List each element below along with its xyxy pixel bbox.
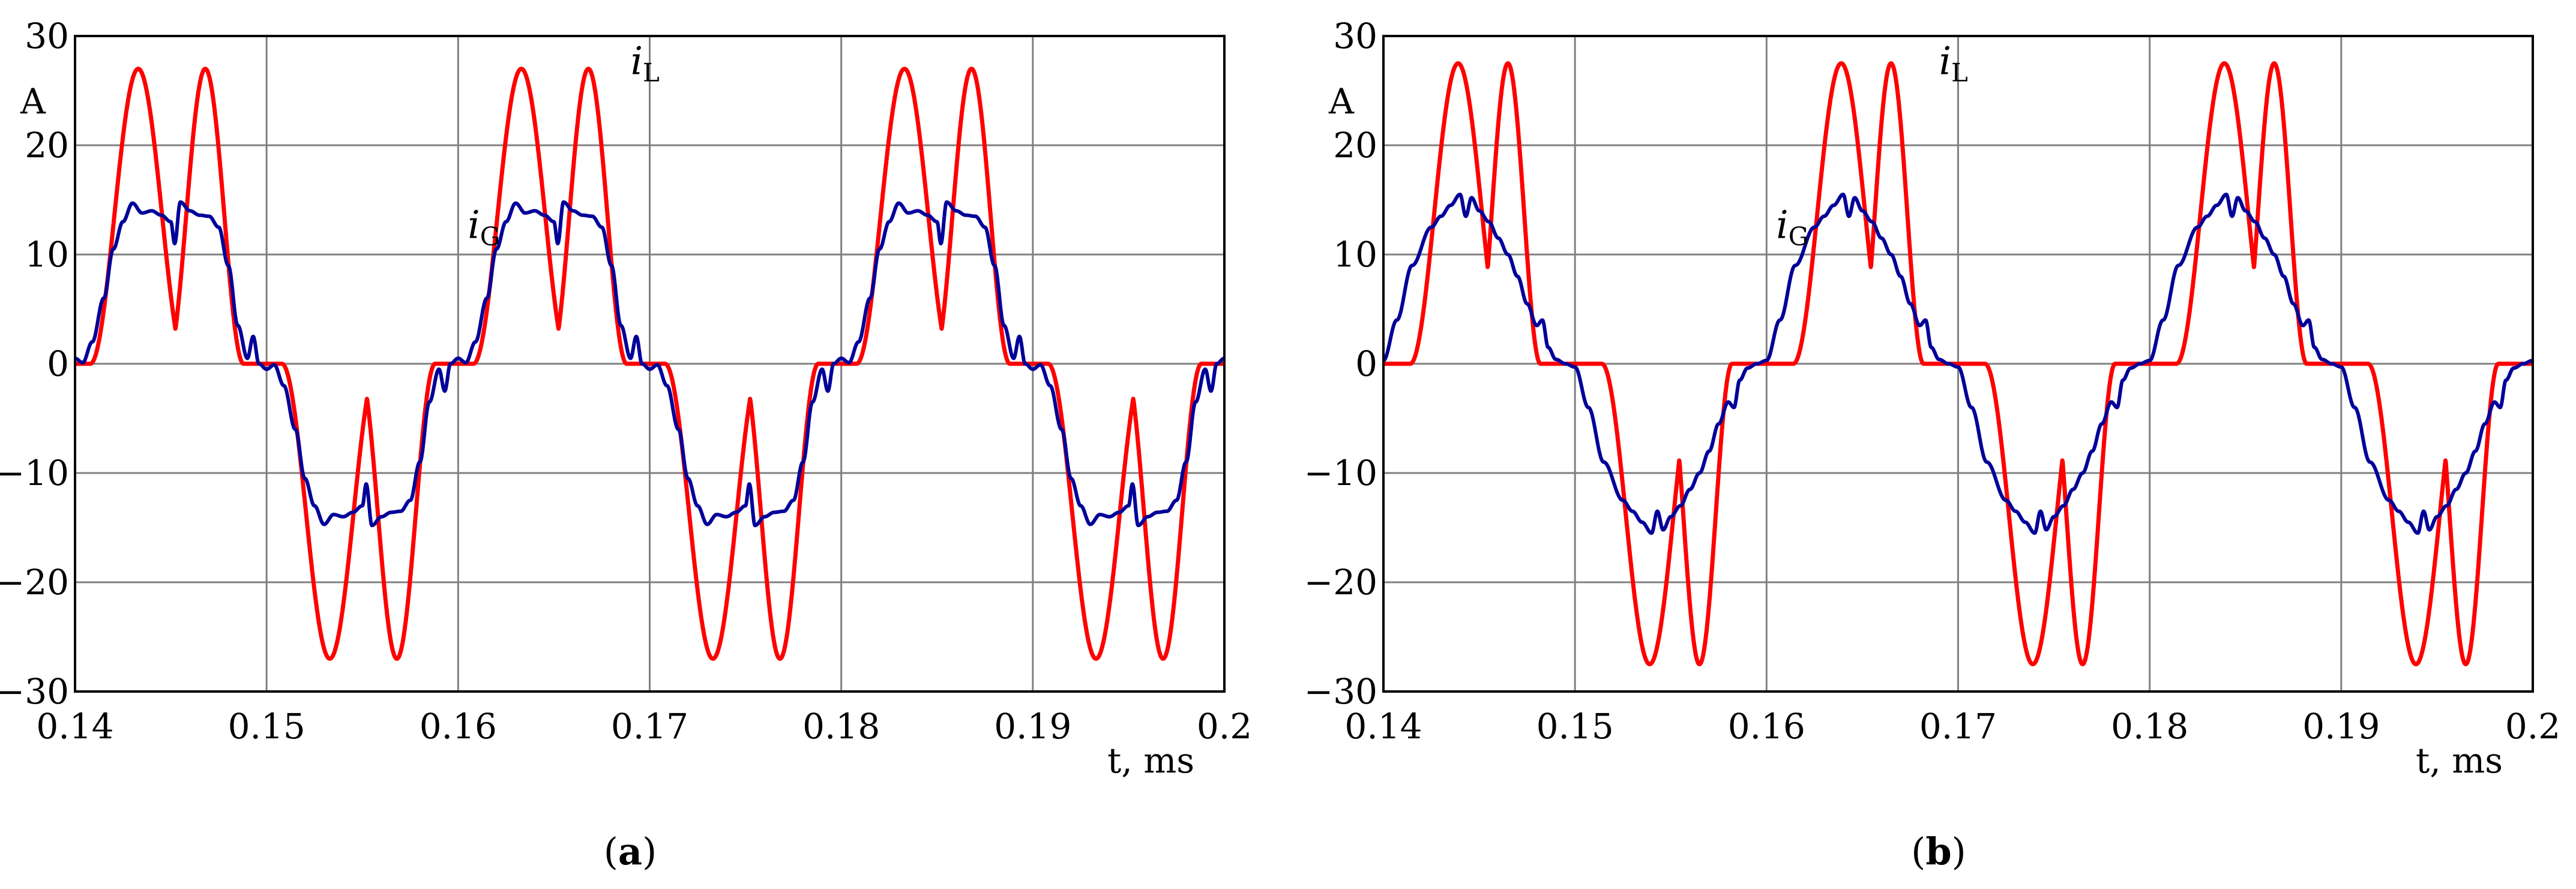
x-tick-label: 0.17 <box>1919 706 1997 747</box>
series-label-iG: iG <box>468 203 500 252</box>
x-tick-label: 0.19 <box>994 706 1071 747</box>
series-line-iL <box>1382 61 2535 666</box>
y-tick-label: 30 <box>25 16 69 56</box>
x-axis-label: t, ms <box>1107 740 1194 781</box>
series-label-iG: iG <box>1776 203 1808 252</box>
x-axis-label: t, ms <box>2416 740 2503 781</box>
caption-a: (a) <box>604 830 657 873</box>
y-tick-label: 20 <box>25 125 69 166</box>
x-tick-label: 0.14 <box>1344 706 1422 747</box>
series-label-subscript: L <box>1951 58 1968 88</box>
x-tick-label: 0.15 <box>228 706 305 747</box>
y-tick-label: 0 <box>47 343 69 384</box>
plot-frame <box>1382 35 2534 693</box>
series-line-iG <box>1382 192 2535 535</box>
series-label-iL: iL <box>1939 40 1968 88</box>
y-tick-label: 0 <box>1355 343 1377 384</box>
caption-b: (b) <box>1911 830 1966 873</box>
y-tick-label: 30 <box>1333 16 1377 56</box>
series-label-iL: iL <box>631 40 660 88</box>
x-tick-label: 0.16 <box>420 706 497 747</box>
y-axis-unit: A <box>1328 81 1355 122</box>
series-line-iG <box>73 200 1226 528</box>
series-label-subscript: G <box>480 222 501 252</box>
x-tick-label: 0.18 <box>2111 706 2188 747</box>
y-tick-label: −30 <box>1304 671 1377 712</box>
x-tick-label: 0.15 <box>1536 706 1614 747</box>
x-tick-label: 0.2 <box>1197 706 1252 747</box>
y-tick-label: 10 <box>25 234 69 275</box>
y-tick-label: −10 <box>1304 453 1377 493</box>
x-tick-label: 0.19 <box>2302 706 2380 747</box>
y-tick-label: −20 <box>0 562 69 603</box>
y-tick-label: −20 <box>1304 562 1377 603</box>
x-tick-label: 0.18 <box>802 706 880 747</box>
x-tick-label: 0.14 <box>36 706 113 747</box>
y-tick-label: −10 <box>0 453 69 493</box>
y-axis-unit: A <box>20 81 46 122</box>
plot-frame <box>74 35 1226 693</box>
series-label-subscript: L <box>643 58 660 88</box>
series-label-main: i <box>1776 203 1788 248</box>
series-label-main: i <box>631 40 643 84</box>
y-tick-label: 20 <box>1333 125 1377 166</box>
series-label-main: i <box>468 203 480 248</box>
panel-a: 0.14 0.15 0.16 0.17 0.18 0.19 0.2 30 20 10 0 −10 −20… <box>0 16 1252 781</box>
x-tick-label: 0.2 <box>2505 706 2560 747</box>
series-line-iL <box>73 67 1226 661</box>
series-label-main: i <box>1939 40 1951 84</box>
panel-b: 0.14 0.15 0.16 0.17 0.18 0.19 0.2 30 20 10 0 −10 −20… <box>1304 16 2561 781</box>
x-tick-label: 0.16 <box>1728 706 1805 747</box>
y-tick-label: −30 <box>0 671 69 712</box>
y-tick-label: 10 <box>1333 234 1377 275</box>
x-tick-label: 0.17 <box>611 706 688 747</box>
series-label-subscript: G <box>1789 222 1809 252</box>
